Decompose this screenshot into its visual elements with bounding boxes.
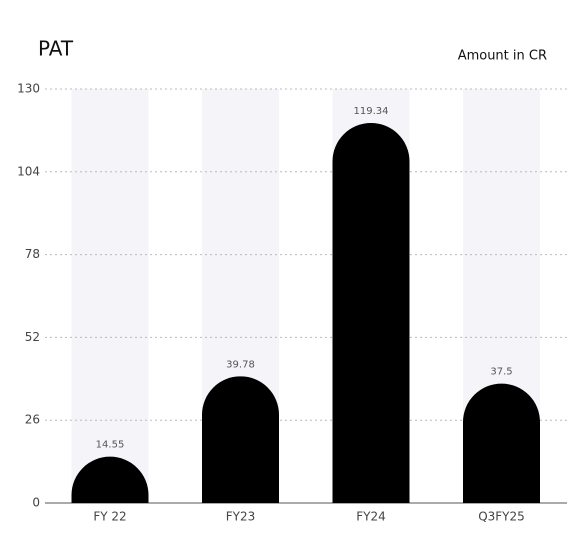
bar (332, 122, 410, 503)
chart-subtitle: Amount in CR (458, 49, 547, 64)
bar (463, 383, 540, 503)
category-band (71, 89, 149, 503)
y-tick-label: 104 (17, 164, 40, 178)
value-label: 119.34 (354, 106, 389, 117)
y-tick-label: 78 (25, 247, 40, 261)
value-label: 37.5 (490, 367, 512, 378)
chart-title: PAT (38, 37, 74, 61)
value-label: 14.55 (96, 440, 125, 451)
y-tick-label: 26 (25, 413, 40, 427)
x-tick-label: FY 22 (93, 510, 126, 524)
value-label: 39.78 (226, 359, 255, 370)
x-tick-label: FY24 (356, 510, 386, 524)
bar (71, 456, 149, 503)
x-tick-label: FY23 (226, 510, 256, 524)
y-tick-label: 130 (17, 82, 40, 96)
x-tick-label: Q3FY25 (478, 510, 525, 524)
bar (202, 376, 279, 503)
y-tick-label: 0 (32, 496, 40, 510)
y-tick-label: 52 (25, 330, 40, 344)
